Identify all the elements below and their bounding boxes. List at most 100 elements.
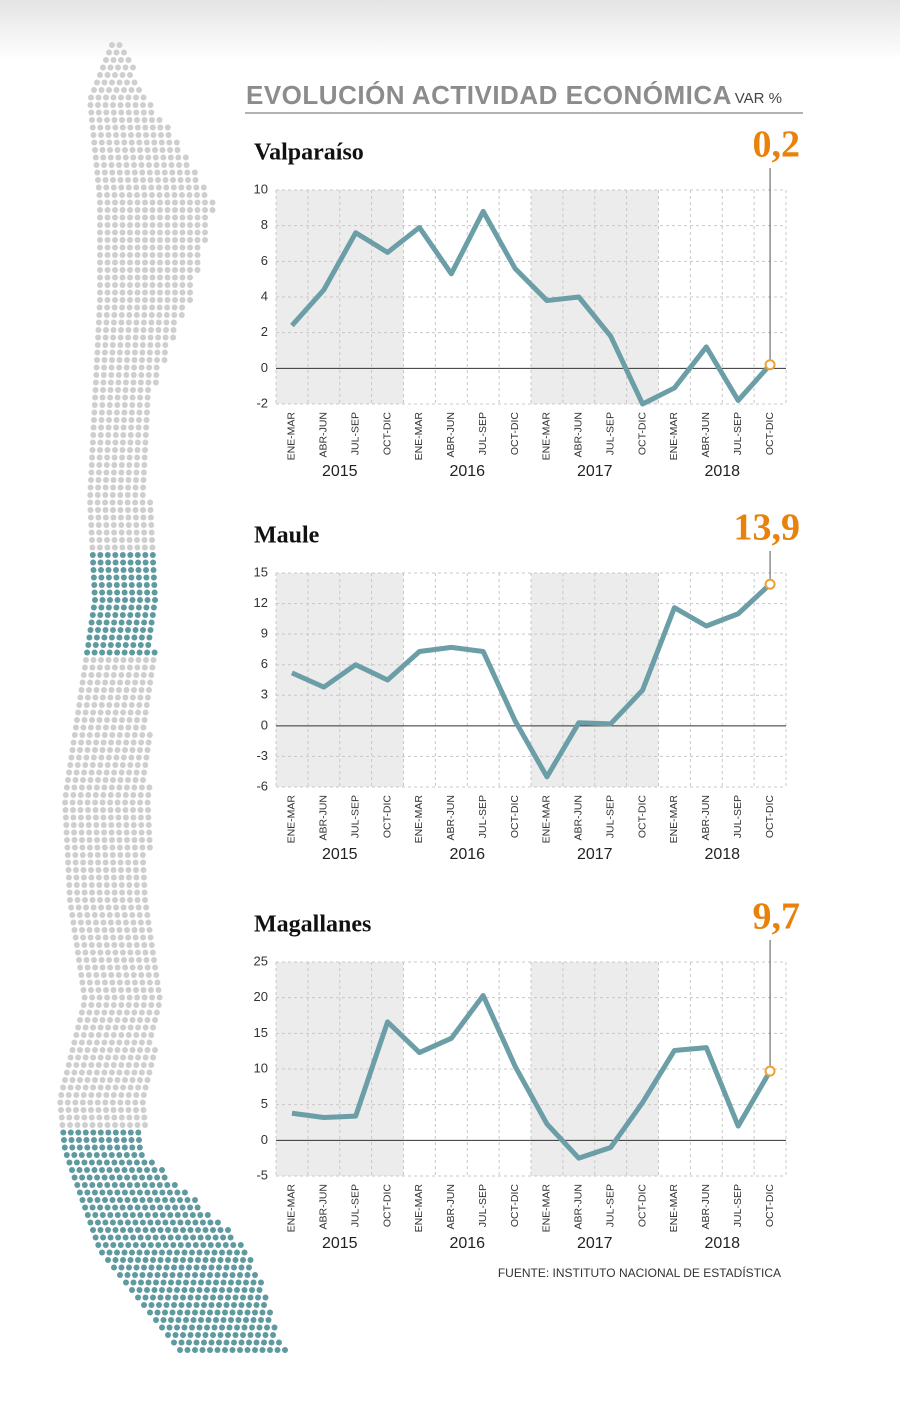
map-dot [77,799,84,806]
map-dot [146,349,153,356]
map-dot [94,1099,101,1106]
map-dot [114,1017,121,1023]
map-dot [164,297,171,303]
map-dot [191,169,198,176]
map-dot [110,672,117,678]
map-dot [99,747,106,753]
map-dot [103,57,109,63]
map-dot [147,102,154,108]
map-dot [97,297,103,303]
map-dot [172,1204,179,1211]
map-dot [87,679,94,686]
map-dot [264,1324,270,1331]
map-dot [146,687,152,693]
map-dot [71,829,78,836]
map-dot [98,417,105,423]
map-dot [126,1114,133,1121]
map-dot [87,627,94,633]
map-dot [144,1249,150,1256]
map-dot [131,1152,138,1158]
map-dot [66,769,73,776]
map-dot [119,199,126,206]
map-dot [179,1204,186,1211]
map-dot [189,1324,195,1331]
map-dot [87,514,94,521]
map-dot [74,1182,81,1188]
map-dot [95,627,101,633]
map-dot [134,664,141,671]
map-dot [133,987,139,993]
map-dot [125,522,132,528]
map-dot [132,514,139,521]
map-dot [104,1204,111,1211]
map-dot [84,694,91,701]
map-dot [116,732,123,738]
map-dot [135,604,142,611]
map-dot [124,342,131,348]
map-dot [64,844,71,851]
map-dot [180,1294,186,1301]
map-dot [142,267,148,273]
map-dot [174,1212,181,1218]
map-dot [238,1339,245,1346]
map-dot [158,139,165,146]
map-dot [116,784,123,791]
map-dot [125,672,132,678]
map-dot [131,169,138,176]
map-dot [109,169,116,176]
map-dot [165,1294,171,1301]
map-dot [138,634,145,641]
map-dot [97,559,104,566]
map-dot [121,139,128,146]
map-dot [190,1234,197,1241]
map-dot [119,439,126,446]
map-dot [135,574,142,581]
map-dot [121,582,128,588]
map-dot [120,1024,127,1031]
map-dot [134,304,141,311]
map-dot [172,214,178,221]
map-dot [116,79,123,86]
map-dot [118,462,125,468]
map-dot [135,1054,142,1061]
map-dot [103,319,110,326]
map-dot [69,747,76,753]
map-dot [142,432,149,438]
map-dot [91,912,98,918]
map-dot [84,649,91,656]
map-dot [126,1182,133,1188]
map-dot [103,867,109,873]
map-dot [125,1107,132,1113]
map-dot [114,1189,121,1196]
map-dot [102,852,109,858]
map-dot [95,1002,102,1008]
map-dot [129,1017,136,1023]
map-dot [240,1332,246,1338]
map-dot [131,829,138,836]
map-dot [60,1129,67,1136]
map-dot [112,447,118,453]
map-dot [101,927,108,933]
map-dot [148,1302,155,1308]
map-dot [110,1092,117,1098]
map-dot [134,439,141,446]
map-dot [95,507,101,513]
map-dot [157,1204,164,1211]
map-dot [111,1114,118,1121]
map-dot [113,582,120,588]
map-dot [86,837,93,843]
y-tick-label: 20 [254,989,268,1004]
map-dot [96,769,103,776]
map-dot [179,237,186,243]
map-dot [138,1039,145,1046]
map-dot [144,1047,151,1053]
map-dot [140,177,146,183]
map-dot [231,1264,237,1271]
map-dot [172,274,178,281]
map-dot [147,499,154,506]
map-dot [96,312,103,318]
map-dot [81,717,88,723]
map-dot [135,754,142,761]
map-dot [117,1242,124,1248]
map-dot [62,807,69,813]
